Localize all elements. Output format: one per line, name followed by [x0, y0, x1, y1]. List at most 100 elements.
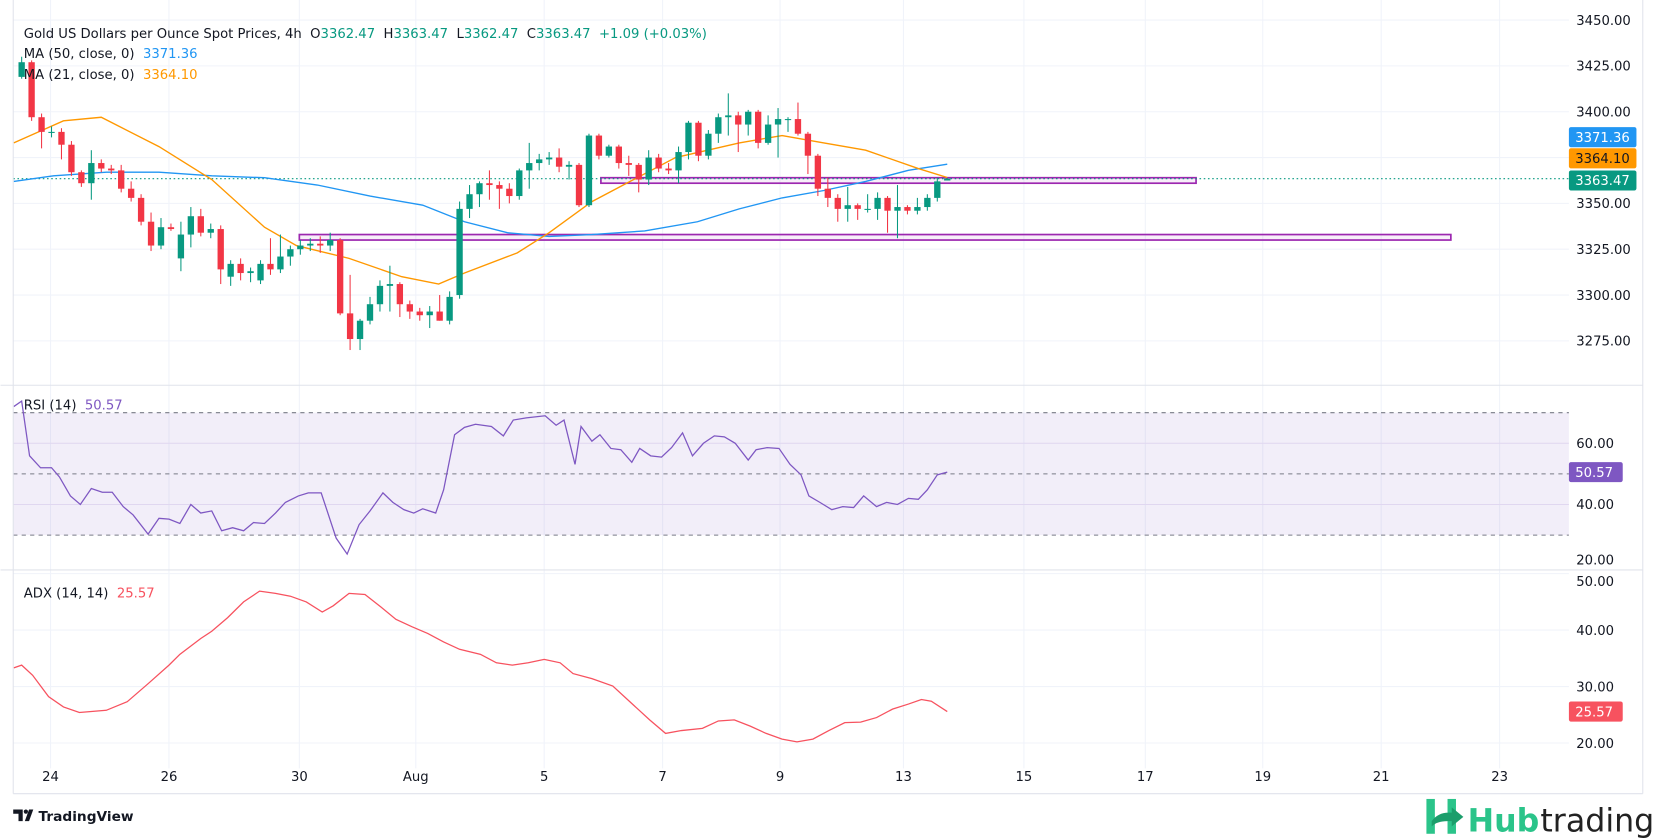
x-tick-label: Aug — [403, 770, 429, 785]
candle-body — [456, 208, 463, 296]
candle-body — [665, 168, 672, 171]
rsi-line — [13, 399, 948, 556]
adx-tick-label: 40.00 — [1576, 624, 1614, 639]
candle — [804, 131, 812, 175]
candle-body — [267, 263, 274, 270]
candle — [157, 218, 165, 250]
candle — [506, 183, 513, 204]
candle-body — [904, 207, 911, 211]
candle-body — [187, 216, 195, 235]
candle — [585, 133, 593, 208]
candle — [864, 194, 871, 213]
candle-body — [884, 197, 891, 211]
candle — [436, 295, 443, 321]
candle — [147, 212, 155, 252]
candle — [28, 60, 35, 121]
price-tick-label: 3450.00 — [1576, 14, 1631, 29]
candle — [327, 232, 334, 252]
x-tick-label: 13 — [895, 770, 912, 785]
candle — [914, 197, 921, 215]
candle — [257, 260, 264, 285]
candle-body — [615, 146, 622, 164]
candle-body — [814, 155, 822, 189]
candle — [635, 163, 642, 193]
x-tick-label: 21 — [1373, 770, 1390, 785]
candle — [705, 130, 712, 160]
candle-body — [745, 111, 752, 125]
zone-rectangle[interactable] — [298, 233, 1452, 241]
legend-adx[interactable]: ADX (14, 14) 25.57 — [24, 586, 155, 601]
candle — [794, 102, 802, 136]
candle — [665, 163, 672, 175]
candle-body — [78, 172, 85, 184]
rsi-tick-label: 60.00 — [1576, 437, 1614, 452]
candle-body — [844, 205, 851, 209]
support-resistance-zones[interactable] — [298, 176, 1452, 241]
rsi-band — [13, 412, 1569, 536]
candle — [526, 142, 533, 189]
candle — [595, 133, 603, 160]
candle — [127, 181, 135, 202]
candle-body — [466, 194, 473, 209]
candle-body — [516, 170, 523, 197]
rsi-value-badge — [1568, 462, 1623, 483]
candle — [486, 170, 493, 200]
candle — [824, 177, 831, 208]
candle — [874, 192, 881, 220]
candle-body — [386, 284, 394, 286]
candle — [416, 307, 423, 321]
legend-symbol[interactable]: Gold US Dollars per Ounce Spot Prices, 4… — [24, 27, 707, 42]
candle-body — [575, 164, 583, 206]
candle — [924, 194, 931, 211]
candle-body — [18, 62, 25, 77]
candle-body — [207, 229, 214, 233]
candle-body — [715, 117, 722, 134]
candle — [565, 161, 573, 180]
candle-body — [824, 188, 831, 198]
candle-body — [58, 131, 65, 145]
price-tick-label: 3350.00 — [1576, 197, 1631, 212]
zone-rectangle[interactable] — [600, 176, 1197, 185]
adx-value-badge — [1568, 701, 1623, 722]
candle-body — [287, 249, 294, 257]
candle-body — [406, 304, 413, 312]
legend-ma21[interactable]: MA (21, close, 0) 3364.10 — [24, 68, 198, 83]
candle-body — [784, 119, 792, 121]
candle-body — [476, 183, 483, 195]
candle-body — [605, 146, 613, 156]
candle — [764, 115, 772, 145]
candle-body — [346, 313, 354, 340]
candle — [88, 150, 95, 200]
candle — [456, 201, 463, 299]
candle — [247, 267, 254, 283]
candle — [426, 306, 433, 329]
candle-body — [177, 234, 185, 259]
candle-body — [237, 263, 244, 274]
candle-body — [685, 122, 692, 153]
price-badge-label: 3363.47 — [1575, 174, 1630, 189]
candle-body — [754, 111, 762, 143]
candle — [814, 153, 822, 197]
candle — [725, 93, 732, 136]
candle-body — [545, 157, 553, 160]
candle-body — [118, 170, 125, 189]
candle-body — [635, 164, 642, 180]
candle-body — [705, 133, 712, 156]
candle-body — [277, 256, 284, 270]
tradingview-logo[interactable]: TradingView — [13, 809, 134, 825]
candle-body — [257, 263, 264, 281]
legend-rsi[interactable]: RSI (14) 50.57 — [24, 399, 123, 414]
candle-body — [297, 245, 304, 250]
legend-ma50[interactable]: MA (50, close, 0) 3371.36 — [24, 47, 198, 62]
candle-body — [794, 119, 802, 134]
adx-tick-label: 20.00 — [1576, 737, 1614, 752]
candle — [715, 113, 722, 143]
candle — [18, 56, 25, 79]
candle — [356, 318, 364, 351]
candle-body — [28, 62, 35, 118]
candle-body — [625, 163, 632, 165]
candle-body — [38, 117, 45, 132]
candle — [118, 164, 125, 193]
candle-body — [327, 240, 334, 246]
